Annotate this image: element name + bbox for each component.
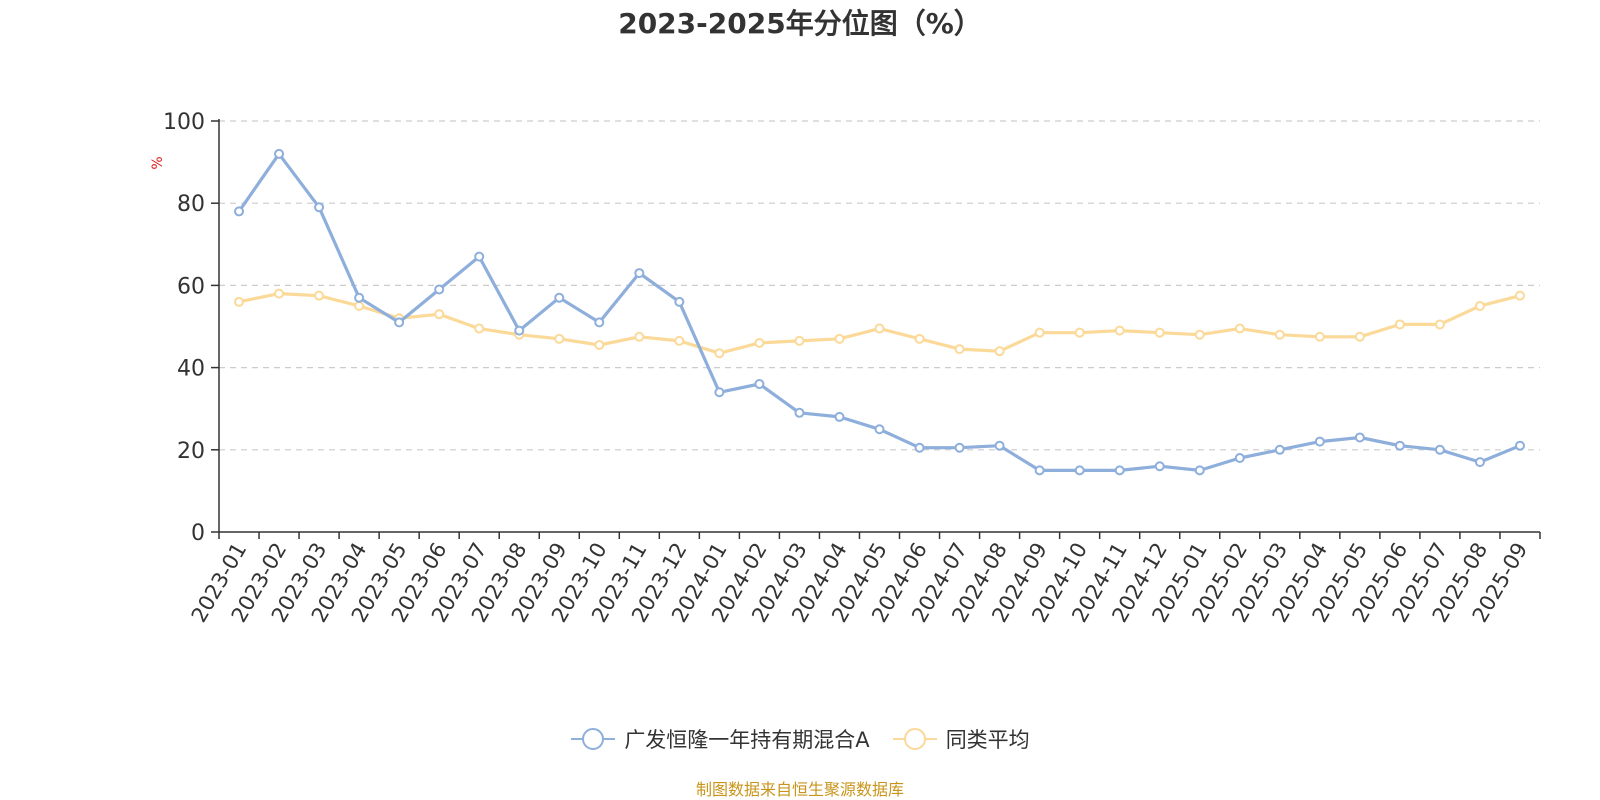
data-point-series-0 [394, 317, 405, 328]
y-axis-label: % [150, 156, 166, 169]
data-point-series-0 [794, 407, 805, 418]
y-tick-label: 60 [177, 274, 205, 299]
data-point-series-1 [1514, 290, 1525, 301]
data-point-series-0 [914, 442, 925, 453]
data-point-series-1 [714, 348, 725, 359]
data-point-series-1 [1354, 331, 1365, 342]
y-tick-label: 100 [163, 110, 205, 135]
data-point-series-1 [874, 323, 885, 334]
data-point-series-0 [554, 292, 565, 303]
legend-item-series-b[interactable]: 同类平均 [892, 724, 1030, 754]
y-tick-label: 0 [191, 521, 205, 546]
data-point-series-1 [1034, 327, 1045, 338]
legend-marker-circle-icon [892, 728, 937, 750]
data-point-series-0 [474, 251, 485, 262]
data-point-series-0 [314, 202, 325, 213]
data-point-series-0 [834, 411, 845, 422]
data-point-series-0 [954, 442, 965, 453]
data-point-series-1 [674, 335, 685, 346]
legend-item-series-a[interactable]: 广发恒隆一年持有期混合A [570, 724, 870, 754]
data-point-series-1 [834, 333, 845, 344]
y-tick-label: 80 [177, 192, 205, 217]
data-point-series-1 [954, 344, 965, 355]
data-point-series-0 [1394, 440, 1405, 451]
series-line-1 [237, 292, 1522, 355]
data-point-series-1 [1114, 325, 1125, 336]
data-point-series-0 [1274, 444, 1285, 455]
y-tick-label: 40 [177, 357, 205, 382]
data-point-series-1 [1194, 329, 1205, 340]
data-point-series-1 [274, 288, 285, 299]
axes [211, 119, 1541, 539]
legend: 广发恒隆一年持有期混合A 同类平均 [0, 724, 1600, 754]
data-point-series-0 [714, 387, 725, 398]
data-point-series-0 [1074, 465, 1085, 476]
chart-title: 2023-2025年分位图（%） [618, 7, 982, 40]
data-point-series-1 [1154, 327, 1165, 338]
data-point-series-1 [1314, 331, 1325, 342]
data-point-series-1 [914, 333, 925, 344]
data-point-series-0 [234, 206, 245, 217]
data-point-series-1 [1074, 327, 1085, 338]
source-note: 制图数据来自恒生聚源数据库 [695, 780, 904, 799]
data-point-series-0 [1034, 465, 1045, 476]
data-point-series-0 [1474, 457, 1485, 468]
data-point-series-0 [1114, 465, 1125, 476]
data-point-series-1 [1434, 319, 1445, 330]
data-point-series-1 [1394, 319, 1405, 330]
legend-label-series-b: 同类平均 [945, 728, 1030, 752]
data-point-series-0 [1354, 432, 1365, 443]
data-point-series-0 [1234, 453, 1245, 464]
series-lines [234, 148, 1525, 476]
data-point-series-1 [1234, 323, 1245, 334]
data-point-series-1 [234, 296, 245, 307]
data-point-series-0 [1194, 465, 1205, 476]
grid-lines [219, 120, 1540, 451]
data-point-series-1 [314, 290, 325, 301]
data-point-series-0 [354, 292, 365, 303]
data-point-series-1 [1274, 329, 1285, 340]
data-point-series-0 [594, 317, 605, 328]
data-point-series-0 [1154, 461, 1165, 472]
data-point-series-0 [1514, 440, 1525, 451]
data-point-series-1 [434, 309, 445, 320]
series-line-0 [237, 152, 1522, 472]
data-point-series-1 [594, 339, 605, 350]
axis-labels: 0204060801002023-012023-022023-032023-04… [150, 110, 1532, 626]
data-point-series-1 [754, 337, 765, 348]
data-point-series-1 [554, 333, 565, 344]
data-point-series-0 [874, 424, 885, 435]
legend-marker-circle-icon [571, 728, 616, 750]
data-point-series-0 [1434, 444, 1445, 455]
data-point-series-0 [434, 284, 445, 295]
data-point-series-1 [634, 331, 645, 342]
data-point-series-0 [754, 379, 765, 390]
data-point-series-0 [1314, 436, 1325, 447]
data-point-series-0 [674, 296, 685, 307]
data-point-series-0 [994, 440, 1005, 451]
data-point-series-1 [994, 346, 1005, 357]
data-point-series-1 [474, 323, 485, 334]
legend-label-series-a: 广发恒隆一年持有期混合A [624, 728, 870, 752]
y-tick-label: 20 [177, 439, 205, 464]
data-point-series-0 [514, 325, 525, 336]
data-point-series-1 [1474, 300, 1485, 311]
data-point-series-1 [794, 335, 805, 346]
data-point-series-0 [274, 148, 285, 159]
data-point-series-0 [634, 268, 645, 279]
data-point-series-1 [354, 300, 365, 311]
